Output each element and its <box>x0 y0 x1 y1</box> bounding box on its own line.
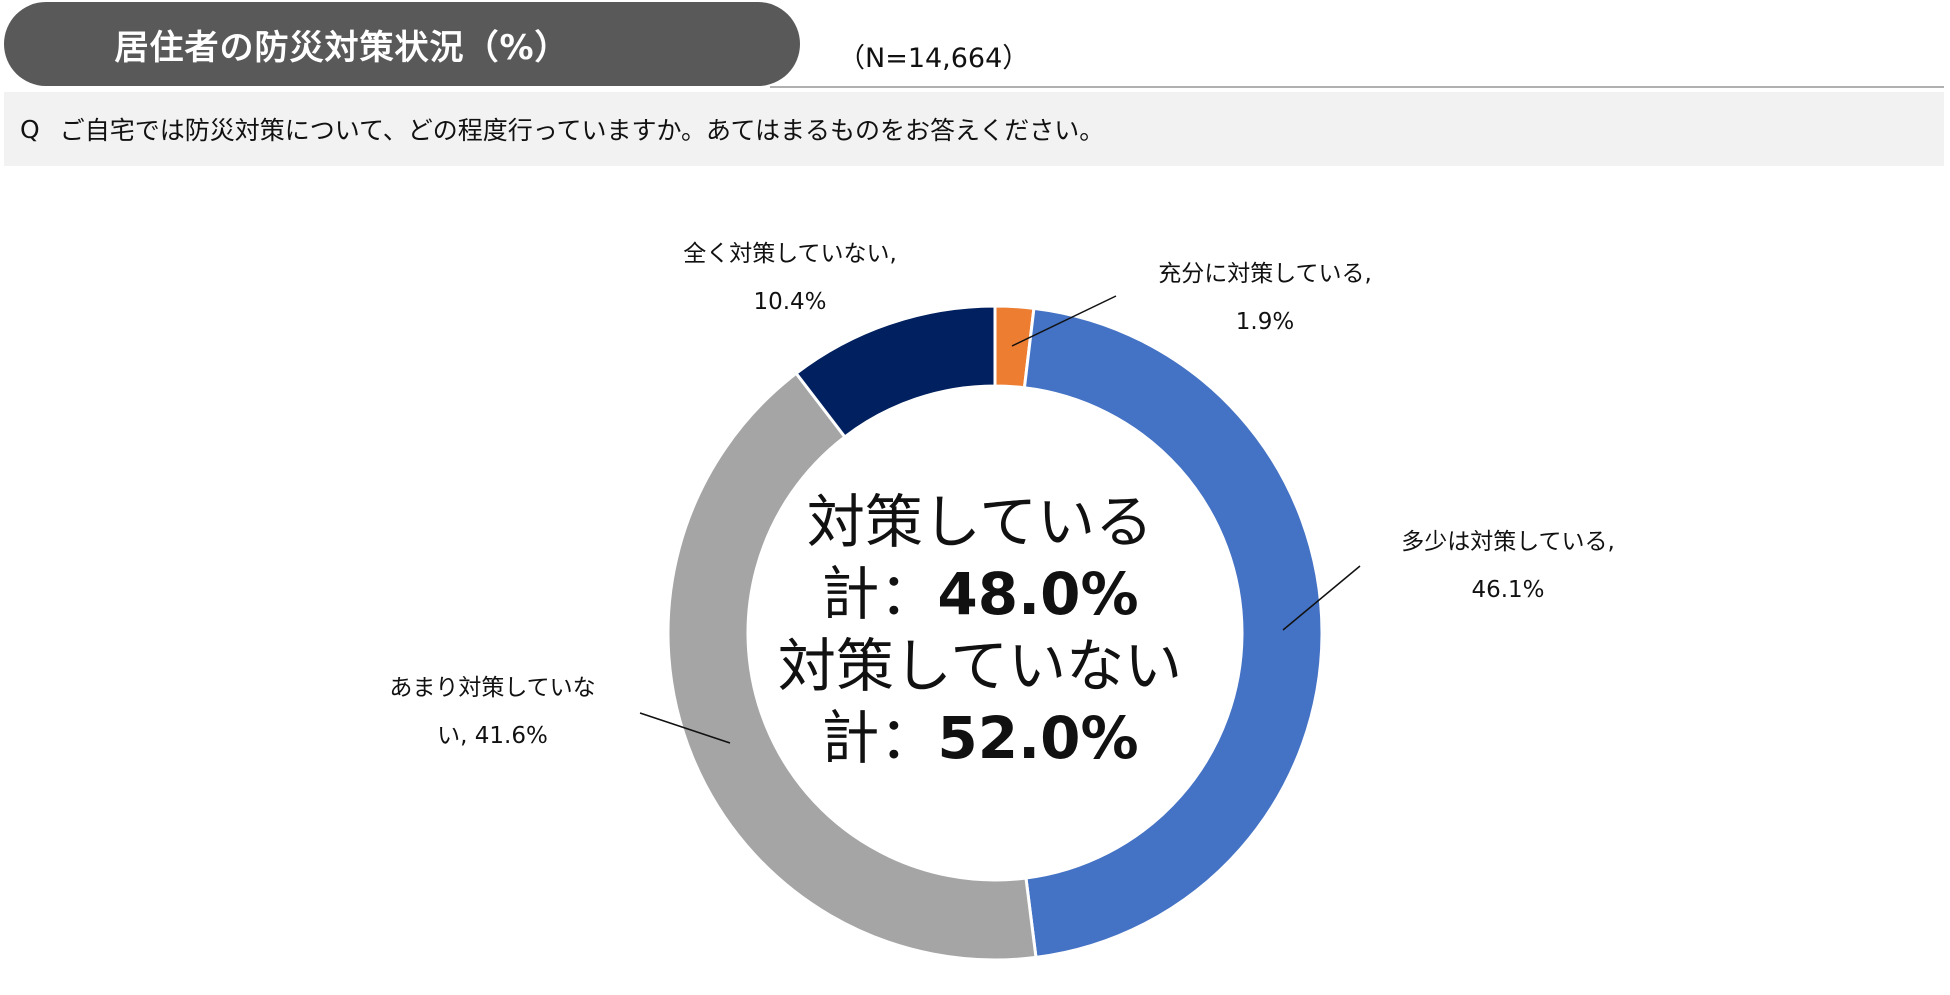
center-label-mitaisaku: 対策していない <box>777 632 1183 700</box>
center-total-taisaku: 計：48.0% <box>775 558 1185 630</box>
title-banner: 居住者の防災対策状況（%） <box>4 2 800 86</box>
donut-slices <box>666 304 1324 962</box>
question-band: Q ご自宅では防災対策について、どの程度行っていますか。あてはまるものをお答えく… <box>4 92 1944 166</box>
slice-label-juubun-name: 充分に対策している, <box>1158 261 1372 287</box>
leader-line-juubun <box>1011 295 1117 347</box>
slice-label-mattaku-name: 全く対策していない, <box>683 241 897 267</box>
center-label-taisaku: 対策している <box>806 488 1154 556</box>
header-divider <box>770 86 1944 88</box>
slice-label-tashou: 多少は対策している, 46.1% <box>1368 518 1648 614</box>
question-prefix: Q <box>20 114 40 144</box>
chart-title: 居住者の防災対策状況（%） <box>114 27 570 68</box>
slice-label-mattaku-value: 10.4% <box>753 289 827 315</box>
center-total-mitaisaku: 計：52.0% <box>775 702 1185 774</box>
slice-label-juubun: 充分に対策している, 1.9% <box>1125 250 1405 346</box>
slice-label-amari: あまり対策していな い, 41.6% <box>355 664 630 760</box>
donut-slice-1 <box>1022 306 1324 960</box>
center-total-mitaisaku-prefix: 計： <box>821 704 938 772</box>
leader-lines <box>639 295 1361 744</box>
sample-size: （N=14,664） <box>838 43 1030 74</box>
slice-label-amari-line2: い, 41.6% <box>437 723 548 749</box>
center-summary: 対策している 計：48.0% 対策していない 計：52.0% <box>775 486 1185 774</box>
slice-label-juubun-value: 1.9% <box>1235 309 1295 335</box>
question-text: ご自宅では防災対策について、どの程度行っていますか。あてはまるものをお答えくださ… <box>59 116 1105 145</box>
slice-label-tashou-value: 46.1% <box>1471 577 1545 603</box>
center-total-taisaku-prefix: 計： <box>821 560 938 628</box>
center-total-taisaku-value: 48.0% <box>937 560 1139 628</box>
slice-label-mattaku: 全く対策していない, 10.4% <box>650 230 930 326</box>
leader-line-tashou <box>1282 565 1361 631</box>
center-total-mitaisaku-value: 52.0% <box>937 704 1139 772</box>
slice-label-tashou-name: 多少は対策している, <box>1401 529 1615 555</box>
donut-slice-3 <box>794 304 997 439</box>
donut-slice-2 <box>666 371 1038 962</box>
slice-label-amari-line1: あまり対策していな <box>389 675 596 701</box>
leader-line-amari <box>639 712 731 744</box>
